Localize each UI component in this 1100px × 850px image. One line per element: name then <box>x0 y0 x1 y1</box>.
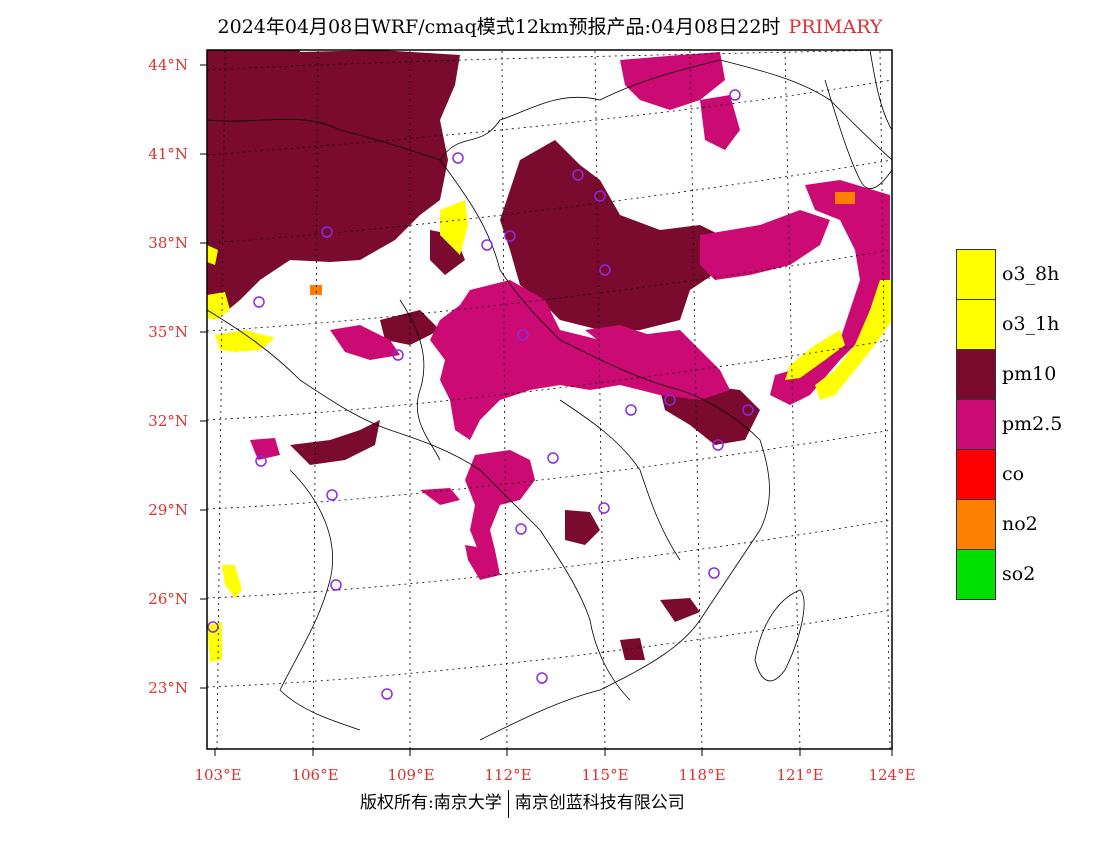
map-title: 2024年04月08日WRF/cmaq模式12km预报产品:04月08日22时 P… <box>0 12 1100 39</box>
no2-areas <box>310 192 855 295</box>
lat-label-23n: 23°N <box>148 679 188 697</box>
legend-item-o3-1h: o3_1h <box>956 299 1100 350</box>
copyright-right: 南京创蓝科技有限公司 <box>514 793 685 813</box>
legend-item-pm10: pm10 <box>956 349 1100 400</box>
title-main: 2024年04月08日WRF/cmaq模式12km预报产品:04月08日22时 <box>217 16 781 38</box>
legend-swatch-pm10 <box>956 349 996 400</box>
legend-label-pm25: pm2.5 <box>1002 413 1063 435</box>
legend-swatch-so2 <box>956 549 996 600</box>
axis-ticks <box>200 64 893 756</box>
legend-item-o3-8h: o3_8h <box>956 249 1100 300</box>
lat-label-38n: 38°N <box>148 234 188 252</box>
lon-label-121e: 121°E <box>776 766 824 784</box>
legend-item-no2: no2 <box>956 499 1100 550</box>
graticule <box>207 50 892 749</box>
boundaries <box>207 50 892 741</box>
title-primary-tag: PRIMARY <box>788 16 883 38</box>
map-frame <box>206 49 893 750</box>
station-markers <box>207 89 754 700</box>
pm10-areas <box>207 50 760 660</box>
legend-item-so2: so2 <box>956 549 1100 600</box>
lat-label-26n: 26°N <box>148 590 188 608</box>
lon-label-124e: 124°E <box>868 766 916 784</box>
legend-swatch-pm25 <box>956 399 996 450</box>
lat-label-35n: 35°N <box>148 323 188 341</box>
lon-label-103e: 103°E <box>194 766 242 784</box>
legend-label-o3-8h: o3_8h <box>1002 263 1060 285</box>
map-content <box>207 50 892 749</box>
legend-label-o3-1h: o3_1h <box>1002 313 1060 335</box>
legend-swatch-no2 <box>956 499 996 550</box>
legend-swatch-o3-8h <box>956 249 996 300</box>
legend-swatch-o3-1h <box>956 299 996 350</box>
lon-label-112e: 112°E <box>484 766 532 784</box>
legend-item-co: co <box>956 449 1100 500</box>
legend-swatch-co <box>956 449 996 500</box>
legend-label-co: co <box>1002 463 1025 485</box>
lat-label-29n: 29°N <box>148 501 188 519</box>
lon-label-106e: 106°E <box>291 766 339 784</box>
copyright-left: 版权所有:南京大学 <box>360 793 502 813</box>
lon-label-118e: 118°E <box>678 766 726 784</box>
lon-label-109e: 109°E <box>387 766 435 784</box>
legend-label-no2: no2 <box>1002 513 1038 535</box>
legend-item-pm25: pm2.5 <box>956 399 1100 450</box>
lon-label-115e: 115°E <box>581 766 629 784</box>
pm25-areas <box>250 52 890 580</box>
lat-label-41n: 41°N <box>148 145 188 163</box>
o3-areas <box>207 200 892 662</box>
footer-separator <box>507 789 509 818</box>
lat-label-44n: 44°N <box>148 56 188 74</box>
copyright-footer: 版权所有:南京大学 南京创蓝科技有限公司 <box>360 788 685 818</box>
lat-label-32n: 32°N <box>148 412 188 430</box>
legend-label-pm10: pm10 <box>1002 363 1057 385</box>
legend-label-so2: so2 <box>1002 563 1036 585</box>
